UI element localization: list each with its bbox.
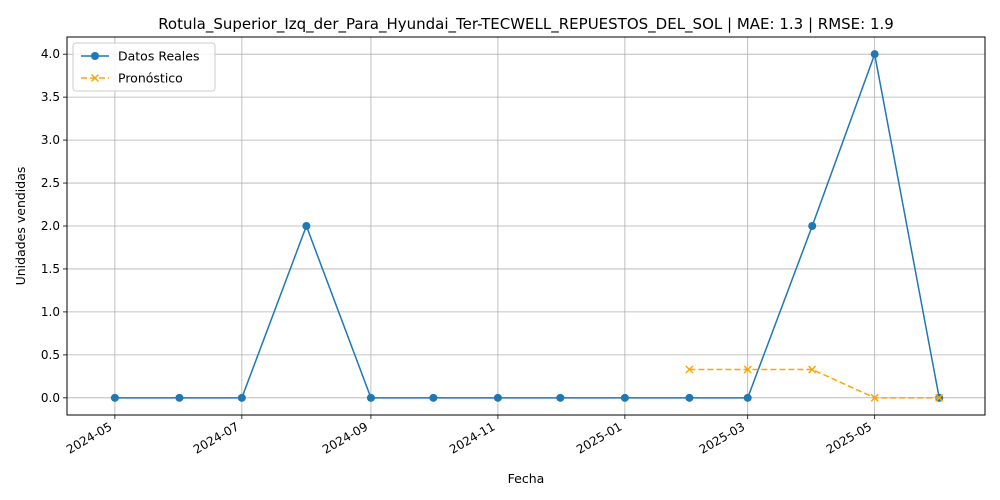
y-tick-label: 1.5 [41, 262, 60, 276]
legend: Datos Reales Pronóstico [72, 42, 216, 92]
y-tick-label: 0.0 [41, 391, 60, 405]
legend-marker [91, 52, 99, 60]
data-point [302, 222, 311, 230]
series-line [689, 368, 940, 399]
data-point [556, 393, 565, 402]
y-tick-label: 0.5 [41, 348, 60, 362]
data-point [366, 393, 375, 402]
y-tick-label: 1.0 [41, 305, 60, 319]
data-point [935, 393, 944, 402]
legend-box [72, 42, 216, 92]
data-point [237, 393, 246, 402]
x-axis-label: Fecha [508, 471, 545, 486]
data-point [808, 222, 817, 230]
data-point [743, 393, 752, 402]
data-point [493, 393, 502, 402]
chart-title: Rotula_Superior_Izq_der_Para_Hyundai_Ter… [158, 15, 894, 34]
x-tick-label: 2025-05 [824, 419, 874, 456]
data-point [620, 393, 629, 402]
legend-marker [90, 73, 100, 83]
x-tick-label: 2024-09 [320, 419, 370, 456]
y-tick-label: 2.5 [41, 176, 60, 190]
y-tick-label: 2.0 [41, 219, 60, 233]
y-tick-label: 3.5 [41, 90, 60, 104]
data-point [429, 393, 438, 402]
grid-lines [67, 37, 985, 415]
data-point [870, 50, 879, 59]
legend-entry: Datos Reales [118, 49, 199, 64]
y-axis-label: Unidades vendidas [13, 167, 28, 286]
series-2 [685, 365, 944, 402]
series-line [114, 51, 940, 399]
data-point [743, 365, 752, 374]
y-tick-label: 4.0 [41, 47, 60, 61]
data-point [870, 393, 879, 402]
data-point [175, 393, 184, 402]
y-tick-label: 3.0 [41, 133, 60, 147]
data-point [110, 393, 119, 402]
x-tick-label: 2025-03 [697, 419, 747, 456]
x-tick-label: 2025-01 [574, 419, 624, 456]
legend-entry: Pronóstico [118, 71, 183, 86]
x-tick-label: 2024-07 [191, 419, 241, 456]
data-point [808, 365, 817, 374]
data-point [685, 365, 694, 374]
data-point [685, 393, 694, 402]
x-tick-label: 2024-11 [447, 419, 497, 456]
x-tick-label: 2024-05 [64, 419, 114, 456]
series-layer [110, 50, 944, 402]
